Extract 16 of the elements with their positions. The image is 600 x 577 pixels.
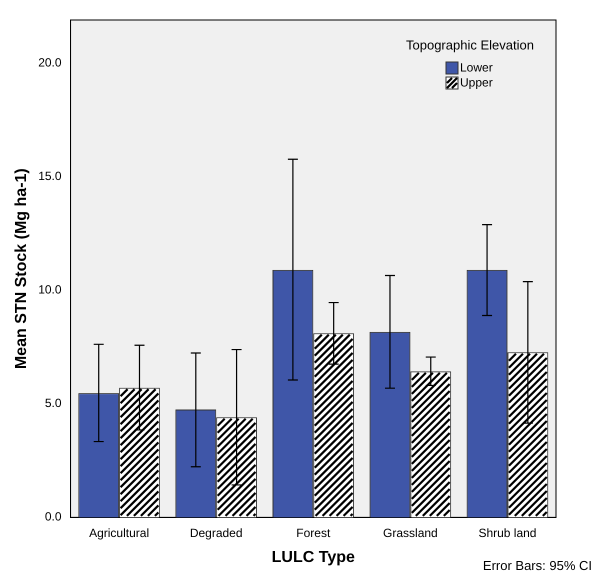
x-tick-label: Degraded: [190, 526, 243, 540]
x-tick-label: Grassland: [383, 526, 438, 540]
legend-title: Topographic Elevation: [406, 38, 534, 53]
y-tick-label: 0.0: [44, 510, 62, 524]
x-tick-label: Shrub land: [478, 526, 536, 540]
y-axis-title: Mean STN Stock (Mg ha-1): [13, 168, 30, 370]
y-tick-label: 10.0: [38, 282, 62, 297]
legend-label: Upper: [460, 75, 493, 90]
x-tick-label: Agricultural: [89, 526, 150, 540]
legend-label: Lower: [460, 60, 493, 74]
y-tick-label: 5.0: [44, 396, 62, 410]
y-tick-label: 15.0: [38, 169, 62, 184]
x-axis-title: LULC Type: [272, 548, 356, 566]
x-tick-label: Forest: [296, 526, 331, 540]
y-tick-label: 20.0: [38, 55, 62, 70]
text: Error Bars: 95% CI: [482, 558, 592, 574]
